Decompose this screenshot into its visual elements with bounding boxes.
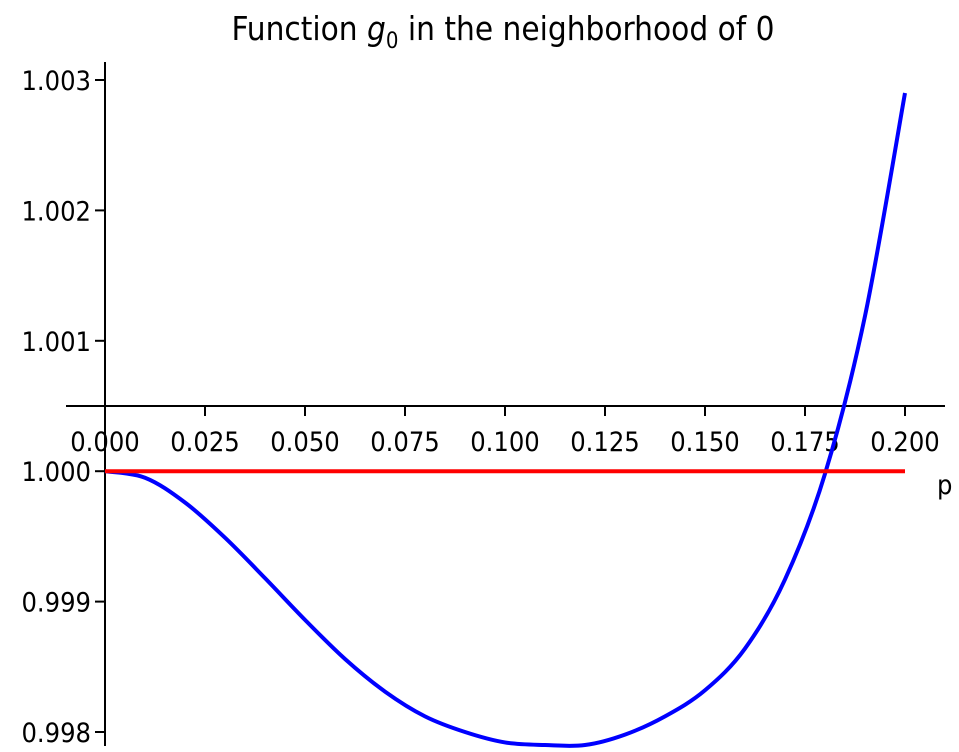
y-tick-label: 0.999 <box>21 588 91 619</box>
axes: 0.000 0.025 0.050 0.075 0.100 0.125 0.150 0.175… <box>21 62 945 749</box>
y-tick-label: 1.000 <box>21 457 91 488</box>
x-tick-label: 0.100 <box>470 427 540 458</box>
y-tick-label: 1.002 <box>21 196 91 227</box>
x-tick-label: 0.000 <box>70 427 140 458</box>
x-tick-label: 0.075 <box>370 427 440 458</box>
x-tick-label: 0.150 <box>670 427 740 458</box>
series-line-0 <box>104 92 907 748</box>
chart-title: Function g0 in the neighborhood of 0 <box>231 9 774 54</box>
x-tick-label: 0.125 <box>570 427 640 458</box>
x-axis-label: p <box>937 470 952 501</box>
x-tick-label: 0.050 <box>270 427 340 458</box>
x-tick-label: 0.025 <box>170 427 240 458</box>
x-tick-label: 0.175 <box>770 427 840 458</box>
y-tick-label: 1.001 <box>21 327 91 358</box>
x-tick-label: 0.200 <box>870 427 940 458</box>
y-tick-label: 1.003 <box>21 66 91 97</box>
y-tick-label: 0.998 <box>21 718 91 749</box>
series-layer <box>104 92 907 748</box>
